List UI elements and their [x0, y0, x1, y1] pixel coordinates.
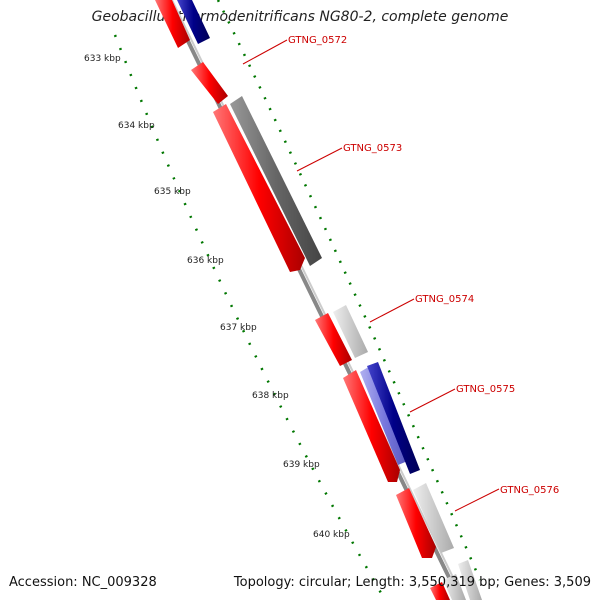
- feature-bottom-partial[interactable]: [430, 560, 482, 600]
- tick-label: 640 kbp: [313, 530, 350, 540]
- scale-tick-labels: 633 kbp 634 kbp 635 kbp 636 kbp 637 kbp …: [84, 54, 350, 540]
- accession-text: Accession: NC_009328: [9, 575, 157, 590]
- tick-label: 635 kbp: [154, 187, 191, 197]
- tick-label: 638 kbp: [252, 391, 289, 401]
- gene-feature-gtng-0574[interactable]: [315, 305, 368, 366]
- gene-label-gtng-0576[interactable]: GTNG_0576: [454, 485, 559, 512]
- feature-top-partial[interactable]: [155, 0, 210, 48]
- gene-label-text: GTNG_0576: [500, 485, 559, 496]
- tick-label: 636 kbp: [187, 256, 224, 266]
- scale-line-inner: [216, 0, 482, 581]
- tick-label: 633 kbp: [84, 54, 121, 64]
- tick-label: 634 kbp: [118, 121, 155, 131]
- gene-label-gtng-0572[interactable]: GTNG_0572: [242, 35, 347, 65]
- gene-label-gtng-0574[interactable]: GTNG_0574: [369, 294, 474, 323]
- gene-feature-gtng-0575[interactable]: [343, 362, 420, 482]
- gene-feature-gtng-0576[interactable]: [396, 483, 454, 558]
- gene-label-text: GTNG_0575: [456, 384, 515, 395]
- gene-label-text: GTNG_0573: [343, 143, 402, 154]
- gene-label-text: GTNG_0574: [415, 294, 474, 305]
- genome-summary-text: Topology: circular; Length: 3,550,319 bp…: [233, 575, 591, 590]
- gene-label-gtng-0573[interactable]: GTNG_0573: [296, 143, 402, 172]
- gene-label-gtng-0575[interactable]: GTNG_0575: [409, 384, 515, 413]
- gene-feature-gtng-0572[interactable]: [191, 62, 228, 104]
- tick-label: 637 kbp: [220, 323, 257, 333]
- tick-label: 639 kbp: [283, 460, 320, 470]
- gene-label-text: GTNG_0572: [288, 35, 347, 46]
- gene-feature-gtng-0573[interactable]: [213, 96, 322, 272]
